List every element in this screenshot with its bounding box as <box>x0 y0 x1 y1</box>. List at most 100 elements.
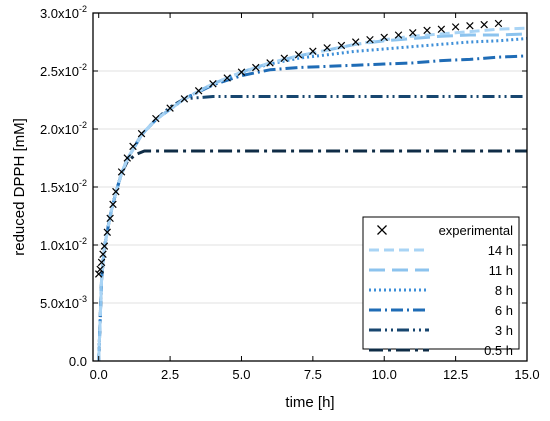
marker-stroke <box>423 26 431 35</box>
marker-stroke <box>137 129 146 138</box>
experimental-point <box>237 68 246 76</box>
y-tick-label: 3.0x10-2 <box>40 4 87 21</box>
experimental-point <box>466 22 474 30</box>
experimental-point <box>480 20 488 29</box>
marker-stroke <box>451 23 460 31</box>
x-tick-label: 7.5 <box>304 367 322 382</box>
marker-stroke <box>366 35 374 44</box>
experimental-point <box>152 114 160 123</box>
marker-stroke <box>123 154 131 162</box>
marker-stroke <box>309 47 317 56</box>
marker-stroke <box>100 242 109 250</box>
marker-stroke <box>266 59 274 67</box>
experimental-point <box>209 80 217 88</box>
experimental-point <box>137 129 146 138</box>
y-tick-label: 1.0x10-2 <box>40 236 87 253</box>
marker-stroke <box>112 187 120 196</box>
experimental-point <box>323 44 331 52</box>
y-axis-label: reduced DPPH [mM] <box>11 118 28 256</box>
marker-stroke <box>480 20 488 29</box>
x-axis-label: time [h] <box>285 394 334 411</box>
experimental-point <box>97 258 106 267</box>
experimental-point <box>100 242 109 250</box>
marker-stroke <box>194 86 203 95</box>
marker-stroke <box>494 19 503 28</box>
y-tick-label: 2.5x10-2 <box>40 62 87 79</box>
marker-stroke <box>223 74 231 82</box>
y-tick-label: 2.0x10-2 <box>40 120 87 137</box>
legend-label-experimental: experimental <box>439 223 514 238</box>
marker-stroke <box>380 33 388 42</box>
marker-stroke <box>94 270 103 278</box>
marker-stroke <box>180 95 189 103</box>
experimental-point <box>223 74 231 82</box>
experimental-point <box>494 19 503 28</box>
experimental-point <box>423 26 431 35</box>
experimental-point <box>194 86 203 95</box>
x-tick-label: 2.5 <box>161 367 179 382</box>
experimental-markers <box>94 19 503 278</box>
experimental-point <box>309 47 317 56</box>
marker-stroke <box>337 41 346 50</box>
experimental-point <box>123 154 131 162</box>
experimental-point <box>180 95 189 103</box>
marker-stroke <box>294 51 303 59</box>
marker-stroke <box>209 80 217 88</box>
marker-stroke <box>437 25 446 33</box>
experimental-point <box>451 23 460 31</box>
experimental-point <box>112 187 120 196</box>
experimental-point <box>380 33 388 42</box>
legend: experimental 14 h 11 h 8 h 6 h 3 h 0.5 h <box>362 216 520 358</box>
series-line-8-h <box>97 37 528 362</box>
marker-stroke <box>97 258 106 267</box>
experimental-point <box>437 25 446 33</box>
x-tick-label: 10.0 <box>372 367 397 382</box>
marker-stroke <box>280 54 289 62</box>
legend-label-8-h: 8 h <box>495 283 513 298</box>
marker-stroke <box>252 63 260 72</box>
y-tick-label: 0.0 <box>69 354 87 369</box>
y-tick-label: 1.5x10-2 <box>40 178 87 195</box>
experimental-point <box>351 38 360 46</box>
experimental-point <box>266 59 274 67</box>
legend-label-14-h: 14 h <box>488 243 513 258</box>
experimental-point <box>294 51 303 59</box>
legend-label-6-h: 6 h <box>495 303 513 318</box>
marker-stroke <box>117 168 126 176</box>
marker-stroke <box>166 104 174 112</box>
marker-stroke <box>106 214 114 223</box>
experimental-point <box>280 54 289 62</box>
y-tick-label: 5.0x10-3 <box>40 294 87 311</box>
legend-label-0-5-h: 0.5 h <box>484 343 513 358</box>
experimental-point <box>106 214 114 223</box>
experimental-point <box>337 41 346 50</box>
marker-stroke <box>466 22 474 30</box>
marker-stroke <box>152 114 160 123</box>
experimental-point <box>103 228 112 236</box>
marker-stroke <box>99 250 107 259</box>
legend-label-11-h: 11 h <box>489 263 513 278</box>
legend-label-3-h: 3 h <box>495 323 513 338</box>
x-tick-label: 15.0 <box>514 367 539 382</box>
marker-stroke <box>351 38 360 46</box>
marker-stroke <box>96 265 104 274</box>
legend-box <box>362 216 520 350</box>
marker-stroke <box>394 31 403 39</box>
x-tick-label: 12.5 <box>443 367 468 382</box>
marker-stroke <box>129 142 137 151</box>
marker-stroke <box>323 44 331 52</box>
experimental-point <box>109 200 117 209</box>
experimental-point <box>394 31 403 39</box>
legend-marker-experimental <box>377 225 387 235</box>
marker-stroke <box>409 28 417 37</box>
experimental-point <box>129 142 137 151</box>
x-tick-label: 5.0 <box>232 367 250 382</box>
experimental-point <box>252 63 260 72</box>
experimental-point <box>94 270 103 278</box>
experimental-point <box>117 168 126 176</box>
marker-stroke <box>109 200 117 209</box>
marker-stroke <box>237 68 246 76</box>
experimental-point <box>99 250 107 259</box>
marker-stroke <box>103 228 112 236</box>
